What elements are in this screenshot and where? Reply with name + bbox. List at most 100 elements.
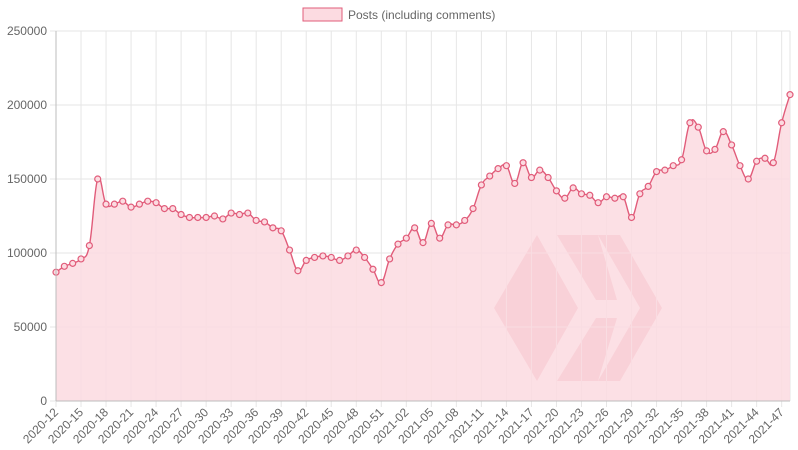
data-point[interactable] <box>219 215 227 223</box>
data-point[interactable] <box>469 205 477 213</box>
data-point[interactable] <box>152 199 160 207</box>
data-point[interactable] <box>511 179 519 188</box>
data-point[interactable] <box>494 165 502 173</box>
data-point[interactable] <box>361 253 369 262</box>
data-point[interactable] <box>519 159 527 167</box>
legend-swatch <box>302 7 343 22</box>
data-point[interactable] <box>694 123 702 131</box>
y-tick-label: 250000 <box>7 24 47 38</box>
data-point[interactable] <box>636 190 644 198</box>
data-point[interactable] <box>761 154 769 162</box>
data-point[interactable] <box>377 279 385 287</box>
data-point[interactable] <box>561 194 569 202</box>
data-point[interactable] <box>686 119 694 127</box>
data-point[interactable] <box>344 252 352 260</box>
data-point[interactable] <box>711 145 719 153</box>
data-point[interactable] <box>586 191 594 199</box>
data-point[interactable] <box>210 212 219 220</box>
data-point[interactable] <box>411 224 419 232</box>
data-point[interactable] <box>744 175 752 183</box>
data-point[interactable] <box>235 210 244 219</box>
data-point[interactable] <box>577 190 586 198</box>
data-point[interactable] <box>527 173 536 182</box>
data-point[interactable] <box>728 141 736 149</box>
data-point[interactable] <box>302 256 310 264</box>
data-point[interactable] <box>327 253 335 262</box>
data-point[interactable] <box>277 227 285 235</box>
data-point[interactable] <box>119 197 127 205</box>
data-point[interactable] <box>719 128 727 136</box>
data-point[interactable] <box>702 147 711 155</box>
data-point[interactable] <box>85 242 93 250</box>
data-point[interactable] <box>310 253 319 262</box>
data-point[interactable] <box>677 156 686 164</box>
y-tick-label: 50000 <box>14 320 48 334</box>
data-point[interactable] <box>569 184 577 192</box>
data-point[interactable] <box>486 172 494 180</box>
data-point[interactable] <box>386 255 394 263</box>
data-point[interactable] <box>452 221 460 229</box>
data-point[interactable] <box>644 182 652 190</box>
data-point[interactable] <box>769 159 777 167</box>
legend[interactable]: Posts (including comments) <box>302 7 495 22</box>
data-point[interactable] <box>402 234 410 242</box>
data-point[interactable] <box>252 216 260 225</box>
data-point[interactable] <box>427 219 435 227</box>
data-point[interactable] <box>244 209 252 217</box>
data-point[interactable] <box>736 162 744 170</box>
data-point[interactable] <box>260 218 269 226</box>
y-tick-label: 0 <box>40 394 47 408</box>
y-tick-label: 150000 <box>7 172 47 186</box>
data-points <box>52 91 794 287</box>
data-point[interactable] <box>661 166 669 174</box>
data-point[interactable] <box>436 234 444 242</box>
data-point[interactable] <box>611 194 619 202</box>
data-point[interactable] <box>669 162 677 170</box>
data-point[interactable] <box>160 205 169 213</box>
area-series <box>55 94 791 401</box>
data-point[interactable] <box>502 162 511 170</box>
data-point[interactable] <box>594 199 602 207</box>
data-point[interactable] <box>169 205 177 213</box>
data-point[interactable] <box>652 168 661 176</box>
data-point[interactable] <box>60 262 68 270</box>
data-point[interactable] <box>102 200 110 208</box>
data-point[interactable] <box>627 213 636 222</box>
data-point[interactable] <box>69 259 77 267</box>
data-point[interactable] <box>753 157 761 165</box>
data-point[interactable] <box>177 210 185 219</box>
data-point[interactable] <box>544 173 552 182</box>
data-point[interactable] <box>444 221 452 229</box>
data-point[interactable] <box>194 213 202 222</box>
data-point[interactable] <box>394 240 402 248</box>
data-point[interactable] <box>477 181 485 189</box>
y-tick-label: 200000 <box>7 98 47 112</box>
data-point[interactable] <box>285 246 294 254</box>
data-point[interactable] <box>202 213 210 222</box>
data-point[interactable] <box>135 200 144 208</box>
data-point[interactable] <box>319 252 327 260</box>
data-point[interactable] <box>778 119 786 127</box>
data-point[interactable] <box>185 213 194 222</box>
data-point[interactable] <box>227 209 235 217</box>
data-point[interactable] <box>127 203 135 211</box>
data-point[interactable] <box>419 239 427 247</box>
data-point[interactable] <box>786 91 794 99</box>
legend-label: Posts (including comments) <box>348 8 495 22</box>
data-point[interactable] <box>536 166 544 174</box>
data-point[interactable] <box>77 255 85 263</box>
data-point[interactable] <box>335 256 344 264</box>
data-point[interactable] <box>552 187 561 195</box>
data-point[interactable] <box>619 193 627 201</box>
data-point[interactable] <box>602 193 611 201</box>
data-point[interactable] <box>294 267 302 275</box>
data-point[interactable] <box>461 216 469 225</box>
area-fill <box>56 94 790 401</box>
data-point[interactable] <box>369 265 377 273</box>
data-point[interactable] <box>352 246 360 254</box>
data-point[interactable] <box>269 224 277 232</box>
data-point[interactable] <box>144 197 152 205</box>
data-point[interactable] <box>94 175 102 183</box>
data-point[interactable] <box>110 200 118 208</box>
